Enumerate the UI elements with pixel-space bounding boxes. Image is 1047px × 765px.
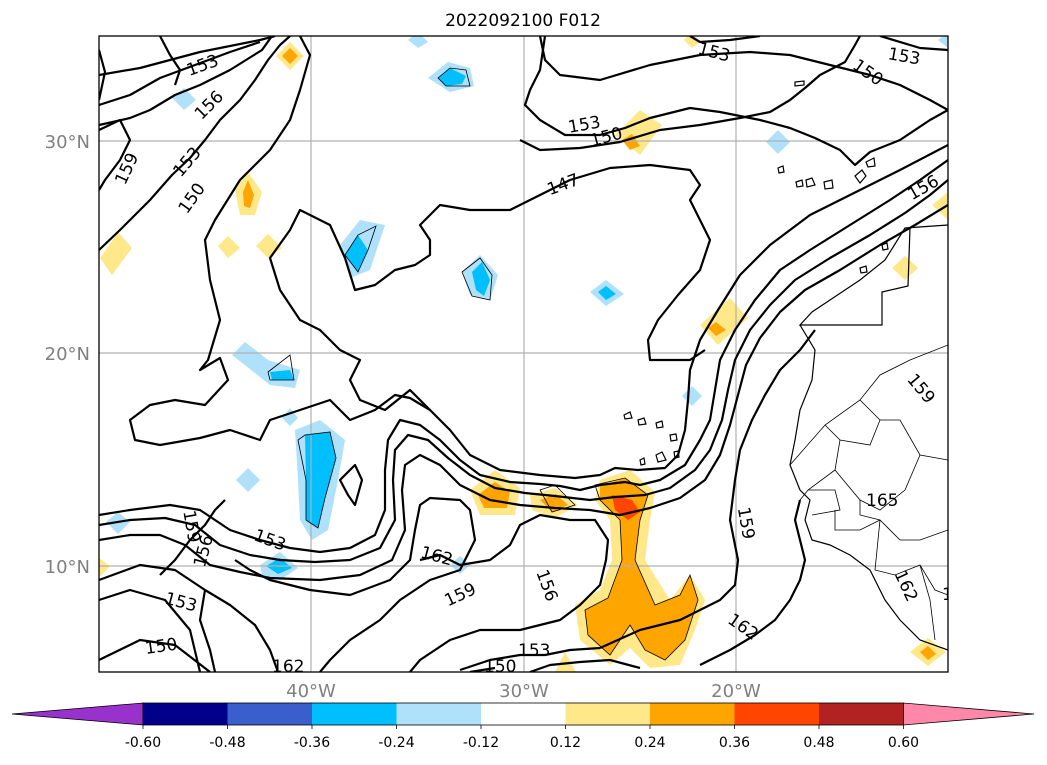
coastlines xyxy=(623,80,948,651)
lon-labels: 40°W 30°W 20°W xyxy=(286,681,761,702)
map-frame xyxy=(98,35,949,673)
colorbar-swatch xyxy=(481,703,566,725)
country-borders xyxy=(789,344,948,641)
fill-negative-e2 xyxy=(766,130,790,154)
colorbar-swatch xyxy=(819,703,904,725)
contour-150 xyxy=(99,36,948,251)
fill-negative-w4 xyxy=(236,468,260,492)
contour-h xyxy=(459,329,816,672)
contour-e xyxy=(234,496,477,672)
contour-g xyxy=(409,513,610,672)
chart-title: 2022092100 F012 xyxy=(445,11,601,31)
contour-147 xyxy=(99,36,948,480)
fill-positive-north1-core xyxy=(282,48,298,64)
lon-label-40w: 40°W xyxy=(286,681,336,702)
contour-label: 165 xyxy=(866,491,898,511)
colorbar-tick-label: 0.60 xyxy=(888,735,919,751)
lon-label-30w: 30°W xyxy=(499,681,549,702)
colorbar-tick-label: 0.48 xyxy=(803,735,834,751)
lon-label-20w: 20°W xyxy=(711,681,761,702)
fill-negative-n2 xyxy=(408,36,428,48)
fill-negative-west-mid-core xyxy=(345,235,368,272)
fill-positive-core-east xyxy=(585,478,698,660)
fill-negative-ne xyxy=(938,36,948,48)
anomaly-outlines xyxy=(267,67,699,661)
fill-positive-s-mid xyxy=(555,652,576,672)
lat-label-20n: 20°N xyxy=(45,344,90,365)
colorbar-tick-label: -0.36 xyxy=(294,735,330,751)
fill-negative-e1-core xyxy=(598,286,616,300)
colorbar-swatch xyxy=(143,703,228,725)
contour-k xyxy=(159,499,226,576)
colorbar: -0.60 -0.48 -0.36 -0.24 -0.12 0.12 0.24 0.36 0.4… xyxy=(11,702,1035,751)
fill-negative-center-core xyxy=(472,262,490,296)
fill-positive-africa xyxy=(892,256,918,280)
colorbar-ticks: -0.60 -0.48 -0.36 -0.24 -0.12 0.12 0.24 0.36 0.4… xyxy=(125,725,919,751)
contour-label: 150 xyxy=(144,635,179,659)
fill-positive-red-east xyxy=(612,495,640,520)
canary-islands xyxy=(777,80,889,274)
colorbar-swatch xyxy=(734,703,820,725)
fill-positive-north2-core xyxy=(622,134,640,150)
fill-negative-west-big-core xyxy=(305,432,336,528)
contour-d xyxy=(99,563,280,672)
fill-negative-w1-core xyxy=(270,370,294,380)
colorbar-swatch xyxy=(312,703,397,725)
colorbar-swatch xyxy=(565,703,651,725)
colorbar-tick-label: 0.12 xyxy=(550,735,581,751)
colorbar-tick-label: -0.24 xyxy=(378,735,414,751)
contour-b xyxy=(99,179,948,564)
fill-positive-west1-core xyxy=(243,180,254,208)
colorbar-swatch xyxy=(396,703,482,725)
contour-label: 153 xyxy=(518,641,550,661)
fill-positive-africa2 xyxy=(932,192,948,220)
contour-i xyxy=(699,499,807,666)
fill-positive-se-core xyxy=(920,646,936,660)
contour-j xyxy=(469,658,641,672)
height-contours xyxy=(99,36,948,672)
colorbar-tick-label: -0.48 xyxy=(209,735,245,751)
fill-positive-west3 xyxy=(218,236,240,258)
colorbar-swatch xyxy=(650,703,735,725)
fill-positive-west2 xyxy=(100,232,132,275)
fill-negative-w6 xyxy=(282,408,298,426)
contour-label: 162 xyxy=(272,657,304,677)
contour-label: 150 xyxy=(484,657,516,677)
map-area: 153 153 153 153 156 153 159 150 150 150 … xyxy=(99,36,974,677)
colorbar-swatches xyxy=(11,702,1035,726)
lat-labels: 30°N 20°N 10°N xyxy=(45,132,90,578)
colorbar-extend-high xyxy=(903,702,1035,726)
contour-153 xyxy=(99,36,948,167)
fill-positive-w-edge xyxy=(99,558,110,578)
contour-150b xyxy=(519,36,861,152)
colorbar-tick-label: -0.12 xyxy=(463,735,499,751)
colorbar-swatch xyxy=(227,703,313,725)
colorbar-tick-label: 0.36 xyxy=(719,735,750,751)
contour-147b xyxy=(268,163,712,412)
lat-label-10n: 10°N xyxy=(45,557,90,578)
contour-159 xyxy=(99,49,107,101)
colorbar-extend-low xyxy=(11,702,144,726)
colorbar-tick-label: 0.24 xyxy=(634,735,665,751)
fill-positive-east-mid-core xyxy=(708,322,726,336)
contour-f xyxy=(338,463,364,507)
contour-156 xyxy=(99,36,948,191)
lat-label-30n: 30°N xyxy=(45,132,90,153)
contour-label: 162 xyxy=(942,585,974,605)
colorbar-tick-label: -0.60 xyxy=(125,735,161,751)
cape-verde-islands xyxy=(623,411,680,466)
contour-a xyxy=(99,159,948,554)
africa-coast xyxy=(789,224,948,651)
colorbar-frame xyxy=(142,702,904,726)
